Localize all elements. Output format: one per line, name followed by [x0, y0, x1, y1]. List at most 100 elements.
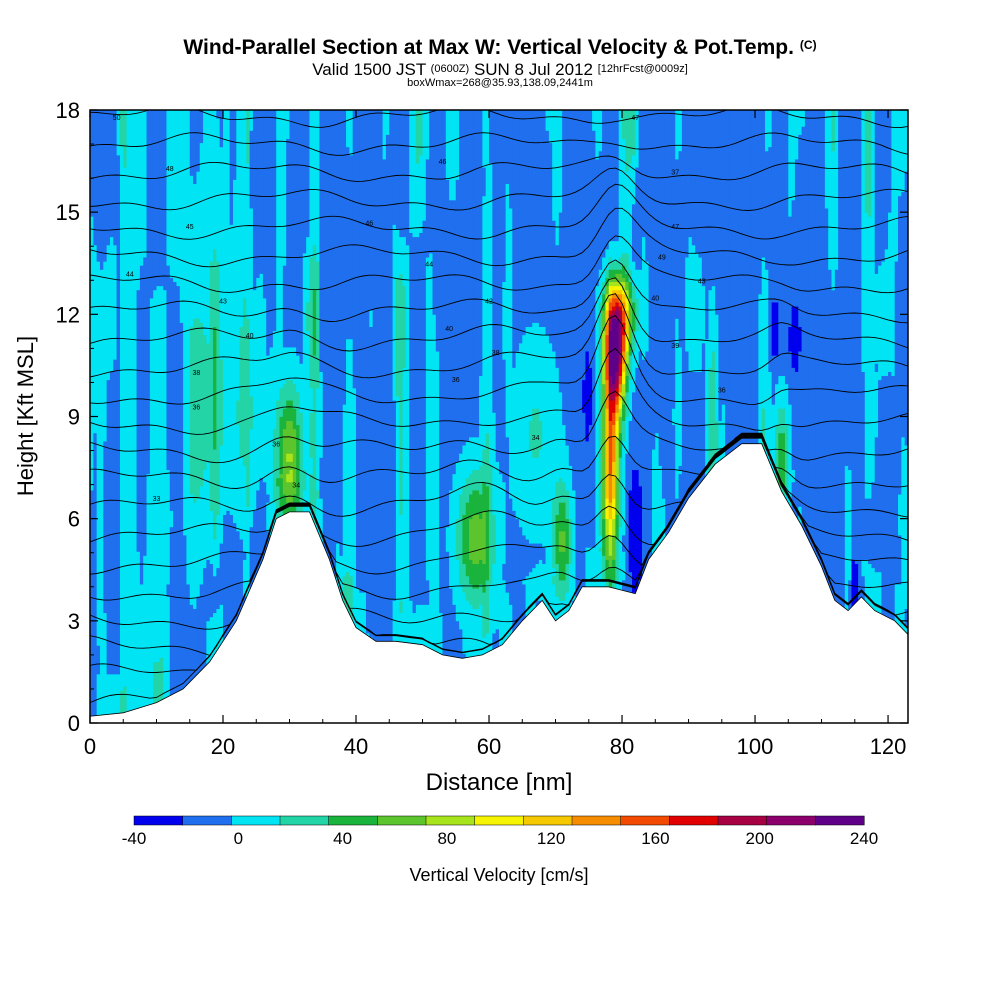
- velocity-cell: [688, 236, 693, 372]
- velocity-cell: [462, 563, 467, 593]
- velocity-cell: [598, 302, 603, 536]
- velocity-cell: [445, 179, 450, 528]
- velocity-cell: [565, 518, 570, 565]
- velocity-cell: [558, 502, 563, 532]
- velocity-cell: [585, 110, 590, 352]
- velocity-cell: [784, 424, 789, 491]
- isentrope-line: [90, 183, 908, 240]
- velocity-cell: [312, 244, 317, 291]
- velocity-cell: [552, 498, 556, 569]
- velocity-cell: [409, 110, 413, 233]
- velocity-cell: [612, 306, 616, 311]
- velocity-cell: [505, 436, 510, 593]
- velocity-cell: [718, 110, 723, 421]
- velocity-cell: [346, 338, 350, 573]
- velocity-cell: [309, 387, 314, 413]
- velocity-cell: [309, 473, 314, 507]
- velocity-cell: [874, 371, 879, 438]
- velocity-cell: [618, 383, 623, 393]
- velocity-cell: [369, 326, 374, 638]
- velocity-cell: [738, 110, 743, 663]
- velocity-cell: [678, 150, 683, 348]
- velocity-cell: [522, 110, 527, 336]
- velocity-cell: [675, 159, 679, 319]
- velocity-cell: [568, 110, 573, 466]
- velocity-cell: [206, 342, 211, 462]
- isentrope-label: 45: [186, 224, 194, 231]
- colorbar-swatch: [815, 815, 865, 826]
- velocity-cell: [625, 281, 630, 291]
- velocity-cell: [608, 518, 613, 536]
- velocity-cell: [608, 322, 613, 332]
- velocity-cell: [592, 547, 596, 622]
- velocity-cell: [242, 559, 247, 597]
- velocity-cell: [598, 269, 603, 303]
- velocity-cell: [545, 130, 550, 336]
- colorbar-swatch: [279, 815, 330, 826]
- velocity-cell: [489, 110, 493, 164]
- velocity-cell: [116, 673, 121, 723]
- velocity-cell: [874, 436, 879, 573]
- velocity-cell: [482, 110, 487, 168]
- velocity-cell: [219, 110, 224, 148]
- velocity-cell: [149, 297, 154, 723]
- isentrope-label: 43: [698, 278, 706, 285]
- velocity-cell: [239, 457, 244, 540]
- velocity-cell: [349, 154, 354, 340]
- isentrope-label: 36: [452, 377, 460, 384]
- velocity-cell: [598, 110, 603, 152]
- velocity-cell: [109, 673, 114, 723]
- velocity-cell: [612, 318, 616, 385]
- velocity-cell: [166, 265, 171, 471]
- velocity-cell: [535, 563, 540, 601]
- velocity-cell: [901, 110, 906, 193]
- velocity-cell: [452, 110, 457, 201]
- colorbar-tick-label: 40: [333, 829, 352, 848]
- velocity-cell: [479, 584, 483, 605]
- velocity-cell: [645, 261, 650, 352]
- velocity-cell: [123, 110, 127, 168]
- velocity-cell: [585, 441, 590, 548]
- isentrope-label: 47: [631, 115, 639, 122]
- velocity-cell: [472, 563, 477, 589]
- velocity-cell: [602, 257, 606, 283]
- velocity-cell: [558, 391, 563, 479]
- velocity-cell: [844, 110, 849, 466]
- velocity-cell: [395, 277, 400, 397]
- velocity-cell: [608, 285, 613, 295]
- velocity-cell: [249, 130, 254, 209]
- velocity-cell: [638, 351, 643, 487]
- velocity-cell: [608, 297, 613, 303]
- velocity-cell: [854, 563, 859, 614]
- velocity-cell: [814, 110, 819, 614]
- velocity-cell: [595, 110, 600, 160]
- velocity-cell: [206, 110, 211, 344]
- velocity-cell: [439, 110, 443, 614]
- velocity-cell: [605, 334, 610, 381]
- velocity-cell: [399, 110, 403, 238]
- velocity-cell: [628, 163, 633, 270]
- velocity-cell: [774, 355, 779, 385]
- velocity-cell: [602, 293, 606, 311]
- velocity-cell: [532, 543, 536, 569]
- velocity-cell: [555, 481, 560, 515]
- velocity-cell: [641, 359, 646, 723]
- velocity-cell: [123, 686, 127, 723]
- velocity-cell: [339, 110, 344, 556]
- velocity-cell: [562, 481, 566, 503]
- velocity-cell: [90, 490, 94, 723]
- velocity-cell: [146, 110, 151, 475]
- velocity-cell: [505, 183, 510, 438]
- velocity-cell: [625, 391, 630, 417]
- velocity-cell: [226, 110, 231, 511]
- velocity-cell: [346, 146, 350, 340]
- velocity-cell: [608, 240, 613, 258]
- colorbar-swatch: [523, 815, 573, 826]
- velocity-cell: [499, 110, 503, 475]
- velocity-cell: [286, 400, 290, 421]
- velocity-cell: [229, 110, 234, 225]
- velocity-cell: [615, 404, 620, 413]
- velocity-cell: [153, 110, 157, 291]
- velocity-cell: [116, 154, 121, 675]
